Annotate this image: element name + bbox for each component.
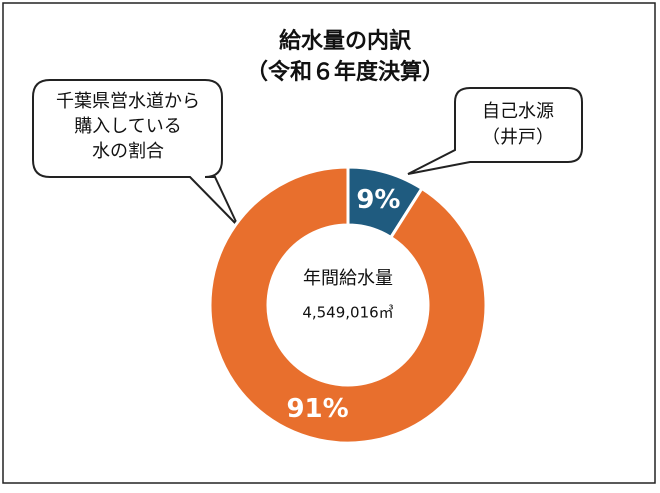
callout-text: （井戸） xyxy=(482,127,554,148)
center-value: 4,549,016㎥ xyxy=(302,304,393,322)
value-label: 91% xyxy=(286,394,348,424)
callout-right xyxy=(407,87,583,175)
callout-text: 水の割合 xyxy=(92,141,164,162)
center-label: 年間給水量 xyxy=(303,268,393,289)
callout-text: 購入している xyxy=(74,116,181,137)
donut-segment xyxy=(208,165,488,445)
callout-left xyxy=(32,79,239,227)
value-label: 9% xyxy=(356,185,400,215)
chart-title: 給水量の内訳 xyxy=(279,28,412,54)
callout-text: 自己水源 xyxy=(482,101,554,122)
chart-subtitle: （令和６年度決算） xyxy=(246,59,444,85)
callout-text: 千葉県営水道から xyxy=(56,91,200,112)
